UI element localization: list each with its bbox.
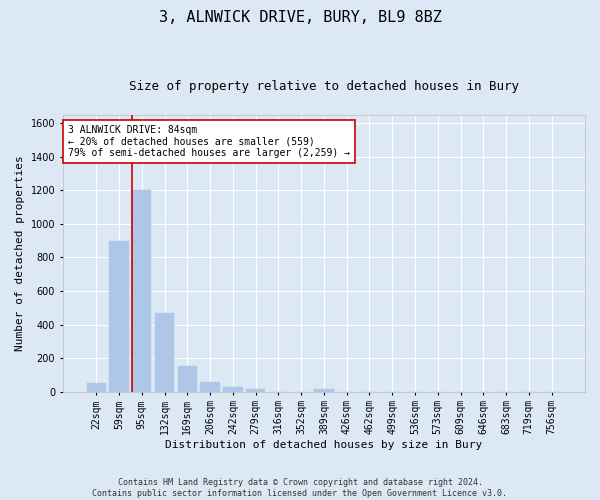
Bar	[314, 389, 334, 392]
Text: 3 ALNWICK DRIVE: 84sqm
← 20% of detached houses are smaller (559)
79% of semi-de: 3 ALNWICK DRIVE: 84sqm ← 20% of detached…	[68, 124, 350, 158]
Bar	[200, 382, 220, 392]
Bar	[246, 389, 265, 392]
X-axis label: Distribution of detached houses by size in Bury: Distribution of detached houses by size …	[165, 440, 482, 450]
Bar	[132, 190, 151, 392]
Title: Size of property relative to detached houses in Bury: Size of property relative to detached ho…	[129, 80, 519, 93]
Bar	[223, 388, 242, 392]
Text: Contains HM Land Registry data © Crown copyright and database right 2024.
Contai: Contains HM Land Registry data © Crown c…	[92, 478, 508, 498]
Bar	[178, 366, 197, 392]
Bar	[109, 240, 128, 392]
Bar	[86, 383, 106, 392]
Y-axis label: Number of detached properties: Number of detached properties	[15, 156, 25, 351]
Bar	[155, 313, 174, 392]
Text: 3, ALNWICK DRIVE, BURY, BL9 8BZ: 3, ALNWICK DRIVE, BURY, BL9 8BZ	[158, 10, 442, 25]
